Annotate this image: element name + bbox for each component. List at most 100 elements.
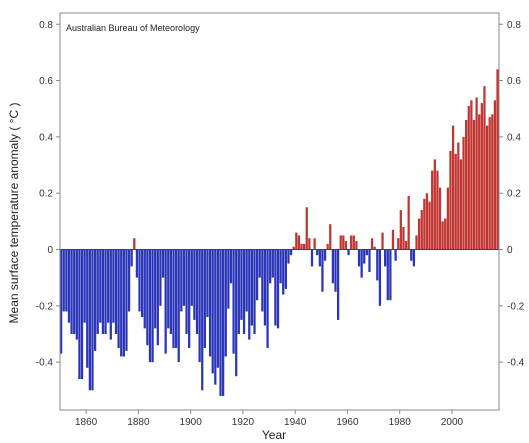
bar-1880 xyxy=(138,249,141,312)
y-axis-title: Mean surface temperature anomaly ( °C ) xyxy=(7,103,21,324)
bar-2002 xyxy=(457,142,460,250)
bar-1860 xyxy=(86,249,89,368)
bar-1999 xyxy=(449,150,452,250)
bar-1892 xyxy=(169,249,173,334)
bar-1948 xyxy=(316,249,319,256)
bar-1884 xyxy=(148,249,152,363)
bar-1877 xyxy=(130,249,133,267)
bar-2008 xyxy=(472,119,476,250)
bar-1902 xyxy=(195,249,199,334)
bar-1976 xyxy=(389,249,392,301)
bar-1949 xyxy=(318,249,321,267)
x-tick-label: 1940 xyxy=(284,417,307,428)
bar-1978 xyxy=(394,249,397,261)
bar-1971 xyxy=(376,249,379,281)
y-tick-label: 0.2 xyxy=(39,189,53,200)
bar-1870 xyxy=(112,249,115,323)
bar-1916 xyxy=(232,249,235,354)
plot-frame xyxy=(59,12,500,411)
bar-1922 xyxy=(248,249,251,340)
bar-2009 xyxy=(475,97,478,250)
bar-1905 xyxy=(203,249,206,349)
bar-1964 xyxy=(357,249,361,267)
bar-1966 xyxy=(363,249,366,264)
bar-series xyxy=(60,69,499,396)
x-tick-label: 1960 xyxy=(336,417,359,428)
bar-1859 xyxy=(83,249,86,323)
bar-1928 xyxy=(263,249,267,326)
bar-2017 xyxy=(496,69,499,250)
bar-1991 xyxy=(428,201,431,250)
bar-1852 xyxy=(65,249,68,312)
bar-1931 xyxy=(271,249,274,278)
bar-1854 xyxy=(70,249,73,334)
bar-1862 xyxy=(91,249,94,391)
bar-1906 xyxy=(206,249,209,318)
bar-1865 xyxy=(99,249,102,323)
bar-1872 xyxy=(117,249,120,349)
bar-1888 xyxy=(159,249,162,306)
bar-1996 xyxy=(441,221,444,250)
bar-1887 xyxy=(156,249,159,346)
bar-2003 xyxy=(459,159,463,250)
bar-1969 xyxy=(370,238,374,250)
bar-1895 xyxy=(177,249,180,363)
bar-1963 xyxy=(355,241,358,250)
bar-1926 xyxy=(258,249,261,278)
bar-1950 xyxy=(321,249,324,292)
x-tick-label: 1900 xyxy=(180,417,203,428)
bar-1959 xyxy=(344,241,348,250)
bar-1983 xyxy=(407,196,410,250)
bar-1935 xyxy=(282,249,285,295)
y-tick-label: 0 xyxy=(47,245,53,256)
bar-1925 xyxy=(255,249,259,301)
bar-1908 xyxy=(211,249,214,374)
bar-1940 xyxy=(295,232,298,250)
bar-1879 xyxy=(135,249,139,278)
bar-1997 xyxy=(444,218,447,250)
bar-2015 xyxy=(491,114,494,250)
bar-1930 xyxy=(269,249,272,284)
bar-1866 xyxy=(101,249,105,334)
bar-1977 xyxy=(391,229,395,250)
bar-1933 xyxy=(276,249,280,329)
bar-2007 xyxy=(470,100,473,250)
bar-1903 xyxy=(198,249,201,363)
bar-1970 xyxy=(373,246,376,250)
bar-1998 xyxy=(446,187,449,250)
bar-1923 xyxy=(250,249,254,326)
bar-1980 xyxy=(399,210,402,250)
bar-2005 xyxy=(465,119,468,250)
bar-1992 xyxy=(431,170,434,250)
bar-1954 xyxy=(331,249,335,284)
y-axis-ticks-right: 0.8 0.6 0.4 0.2 0 -0.2 -0.4 xyxy=(499,20,525,369)
bar-1939 xyxy=(292,246,295,250)
bar-1988 xyxy=(420,210,423,250)
bar-1890 xyxy=(164,249,167,354)
bar-1873 xyxy=(120,249,123,357)
y-tick-label: 0.4 xyxy=(39,132,53,143)
x-tick-label: 1920 xyxy=(232,417,255,428)
bar-1850 xyxy=(60,249,63,354)
bar-1955 xyxy=(334,249,337,292)
bar-1899 xyxy=(188,249,191,349)
y-tick-label: -0.4 xyxy=(36,358,54,369)
bar-1987 xyxy=(417,218,421,250)
bar-1973 xyxy=(381,232,384,250)
bar-2001 xyxy=(454,153,457,250)
bar-1979 xyxy=(397,238,400,250)
bar-1951 xyxy=(323,249,327,261)
bar-1921 xyxy=(245,249,248,312)
bar-1893 xyxy=(172,249,175,349)
bar-2014 xyxy=(488,117,491,250)
bar-1914 xyxy=(227,249,230,309)
bar-1944 xyxy=(305,207,308,250)
bar-2012 xyxy=(483,86,486,250)
bar-1882 xyxy=(143,249,146,329)
y-tick-label: -0.2 xyxy=(507,301,525,312)
bar-1943 xyxy=(303,243,306,250)
bar-1896 xyxy=(180,249,183,312)
bar-1965 xyxy=(360,249,363,278)
bar-1942 xyxy=(300,243,303,250)
bar-1857 xyxy=(78,249,81,380)
